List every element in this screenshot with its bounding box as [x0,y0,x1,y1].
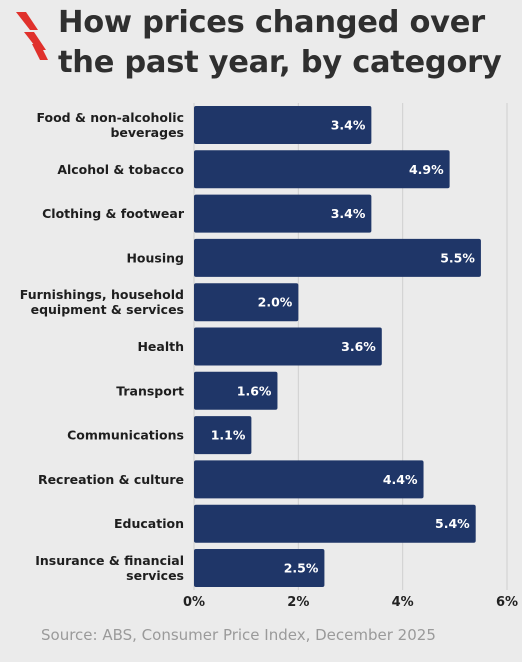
category-label: Communications [67,428,184,443]
category-label: Food & non-alcoholic [36,110,184,125]
bar-value-label: 2.0% [258,295,293,310]
x-tick-label: 4% [392,595,414,610]
bar-value-label: 5.4% [435,516,470,531]
source-note: Source: ABS, Consumer Price Index, Decem… [41,626,436,644]
category-label: Recreation & culture [38,472,184,487]
bars [194,106,481,587]
bar [194,283,299,322]
bar [194,416,252,455]
value-labels: 3.4% 4.9% 3.4% 5.5% 2.0% 3.6% 1.6% 1.1% 4.4% 5.4%… [211,118,476,576]
bar [194,460,424,499]
bar-value-label: 4.9% [409,162,444,177]
bar-value-label: 3.4% [331,118,366,133]
category-label: Transport [116,383,184,398]
category-label: Insurance & financial [35,553,184,568]
category-label: Housing [126,250,184,265]
bar-value-label: 2.5% [284,561,319,576]
bar [194,106,372,144]
chart-title-line-1: How prices changed over [58,5,485,40]
sbs-logo-icon [16,12,48,60]
x-tick-label: 0% [183,595,205,610]
chart-title-line-2: the past year, by category [58,45,502,80]
chart-title: How prices changed over the past year, b… [58,3,520,83]
category-label: Furnishings, household [20,287,184,302]
x-tick-label: 2% [287,595,309,610]
bar [194,327,382,366]
bar [194,150,450,189]
bar [194,194,372,233]
category-label: Alcohol & tobacco [57,162,184,177]
bar-value-label: 5.5% [440,250,475,265]
category-label: beverages [110,125,184,140]
category-label: Health [137,339,184,354]
category-label: equipment & services [31,302,184,317]
category-label: Education [114,516,184,531]
x-tick-label: 6% [496,595,518,610]
bar [194,549,325,587]
bar [194,238,481,277]
category-label: services [126,568,184,583]
bar [194,371,278,410]
bar-value-label: 1.1% [211,428,246,443]
bar-value-label: 1.6% [237,383,272,398]
bar [194,504,476,543]
category-label: Clothing & footwear [42,206,185,221]
bar-value-label: 3.6% [341,339,376,354]
x-axis-tick-labels: 0% 2% 4% 6% [183,595,518,610]
bar-value-label: 4.4% [383,472,418,487]
bar-value-label: 3.4% [331,206,366,221]
